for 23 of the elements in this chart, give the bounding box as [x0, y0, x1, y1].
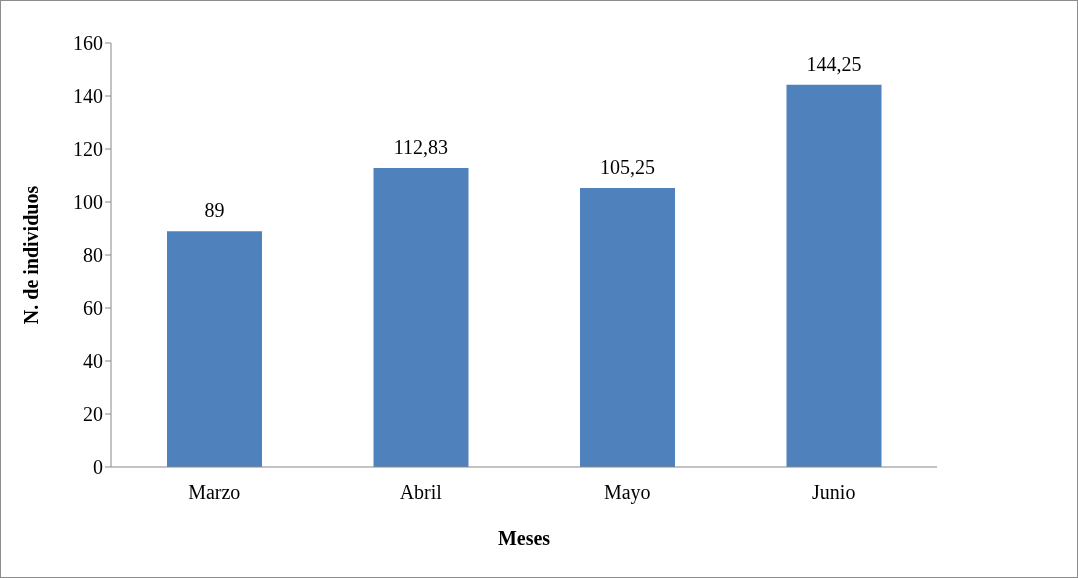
- bar: [373, 168, 469, 467]
- y-tick-label: 100: [73, 191, 103, 214]
- y-axis-title: N. de individuos: [20, 185, 43, 325]
- data-label: 112,83: [393, 136, 449, 158]
- x-tick-label: Abril: [399, 481, 443, 504]
- data-label: 144,25: [806, 52, 862, 75]
- y-tick-label: 140: [73, 85, 103, 108]
- data-label: 89: [204, 199, 225, 222]
- x-tick-label: Mayo: [603, 481, 651, 505]
- y-tick-label: 0: [93, 456, 103, 479]
- bar: [167, 231, 262, 467]
- x-tick-label: Junio: [812, 481, 856, 504]
- y-tick-label: 40: [83, 350, 103, 373]
- y-tick-label: 60: [83, 297, 103, 320]
- x-tick-label: Marzo: [188, 481, 241, 504]
- bar: [580, 188, 675, 467]
- y-tick-label: 80: [83, 244, 103, 267]
- y-tick-label: 120: [73, 138, 103, 161]
- bar: [786, 84, 882, 467]
- x-axis-title: Meses: [497, 527, 551, 549]
- y-tick-label: 20: [83, 403, 103, 426]
- data-label: 105,25: [600, 156, 655, 179]
- y-tick-label: 160: [73, 32, 103, 55]
